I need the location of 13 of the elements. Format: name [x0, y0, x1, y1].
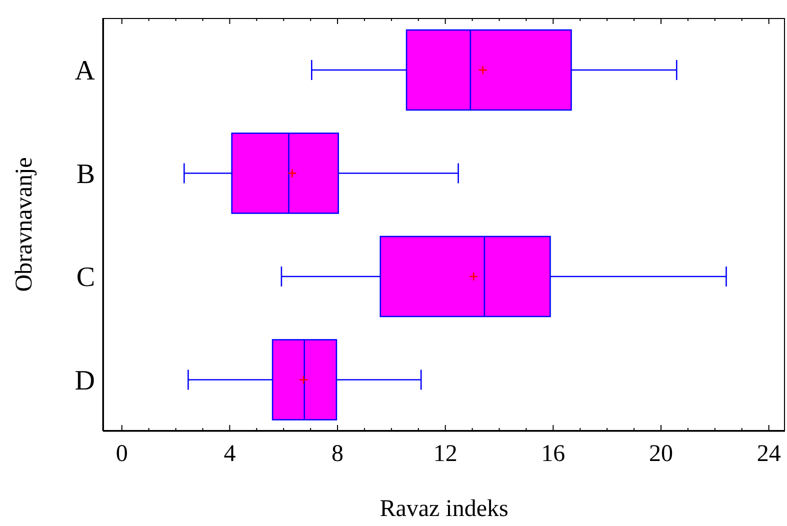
x-tick-label: 12 — [433, 441, 458, 467]
x-tick-label: 8 — [332, 441, 344, 467]
x-tick-label: 4 — [224, 441, 236, 467]
y-axis-title: Obravnavanje — [12, 157, 38, 292]
x-tick-label: 24 — [756, 441, 781, 467]
x-tick-label: 20 — [649, 441, 673, 467]
y-tick-label: C — [76, 262, 95, 294]
x-tick-label: 0 — [116, 441, 128, 467]
y-tick-label: B — [76, 158, 95, 190]
y-tick-label: D — [74, 365, 95, 396]
x-tick-label: 16 — [541, 441, 566, 467]
y-tick-label: A — [74, 56, 96, 87]
x-axis-title: Ravaz indeks — [380, 496, 508, 522]
